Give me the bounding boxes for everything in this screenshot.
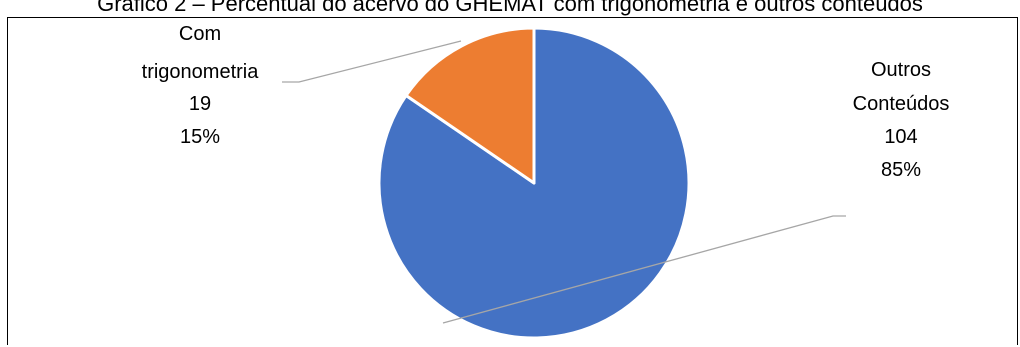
chart-frame bbox=[7, 17, 1018, 345]
leader-line-outros bbox=[442, 215, 846, 324]
label-outros-line1: Outros bbox=[871, 59, 931, 81]
leader-lines bbox=[282, 40, 846, 324]
label-outros-line2: Conteúdos bbox=[853, 93, 950, 115]
label-trig-line1: Com bbox=[179, 23, 221, 45]
label-trig-value: 19 bbox=[189, 93, 211, 115]
pie-slices bbox=[377, 26, 691, 340]
pie-slice-com-trigonometria bbox=[404, 26, 536, 185]
label-trig-percent: 15% bbox=[180, 126, 220, 148]
label-outros-percent: 85% bbox=[881, 159, 921, 181]
label-outros-value: 104 bbox=[884, 126, 917, 148]
leader-line-trig bbox=[282, 40, 462, 83]
chart-title: Gráfico 2 – Percentual do acervo do GHEM… bbox=[97, 0, 923, 16]
label-trig-line2: trigonometria bbox=[142, 61, 260, 83]
